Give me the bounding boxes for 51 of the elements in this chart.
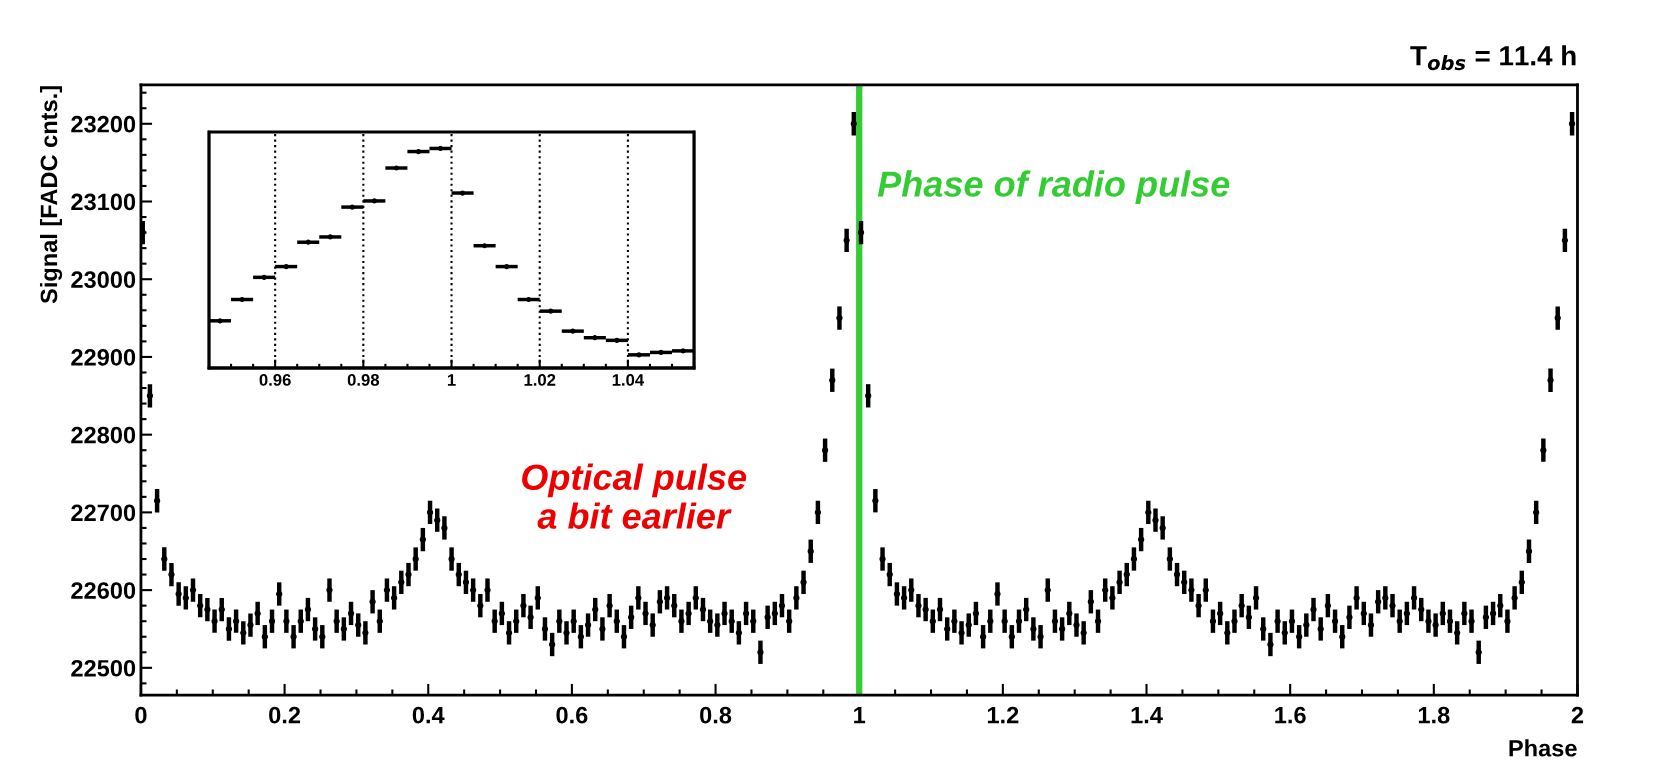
point: [570, 328, 576, 334]
x-tick-label: 0: [135, 706, 147, 724]
x-tick-label: 0.4: [412, 706, 445, 724]
x-tick-label: 0.8: [700, 706, 732, 724]
point: [614, 337, 620, 343]
x-tick-label: 2: [1571, 706, 1584, 724]
point: [592, 335, 598, 341]
point: [239, 296, 245, 303]
point: [261, 274, 267, 280]
y-tick-label: 23100: [71, 193, 136, 211]
point: [504, 263, 510, 270]
x-tick-label: 1.4: [1131, 707, 1163, 724]
point: [481, 243, 488, 249]
x-tick-label: 1.2: [987, 706, 1019, 724]
point: [658, 349, 664, 356]
ref-line-label: Phase of radio pulse: [877, 170, 1230, 204]
y-tick-label: 23000: [71, 271, 136, 289]
point: [636, 352, 642, 358]
y-tick-label: 22800: [71, 426, 136, 444]
point: [327, 234, 333, 240]
y-tick-label: 22900: [71, 349, 136, 366]
point: [283, 263, 289, 270]
y-tick-label: 22500: [71, 659, 136, 677]
point: [393, 165, 400, 171]
x-tick-label: 1: [854, 707, 866, 724]
x-tick-label: 0.6: [556, 706, 588, 724]
x-tick-label: 0.98: [347, 374, 380, 386]
point: [305, 239, 311, 245]
point: [437, 145, 444, 152]
point: [371, 198, 377, 204]
chart-title: T$_{obs}$ = 11.4 h: [1410, 45, 1576, 71]
point: [526, 296, 532, 303]
y-tick-label: 23200: [71, 115, 136, 133]
y-axis-title: Signal [FADC cnts.]: [39, 86, 63, 304]
x-tick-label: 1.02: [524, 374, 556, 386]
x-tick-label: 0.2: [269, 706, 301, 724]
point: [349, 204, 355, 210]
point: [217, 318, 223, 324]
point: [459, 190, 466, 196]
x-axis-title: Phase: [1509, 739, 1577, 757]
x-tick-label: 0.96: [259, 374, 291, 386]
x-tick-label: 1.6: [1275, 706, 1306, 724]
y-tick-label: 22700: [71, 504, 136, 522]
point: [415, 148, 422, 155]
point: [680, 348, 686, 354]
x-tick-label: 1.04: [612, 374, 645, 386]
y-tick-label: 22600: [71, 582, 136, 599]
x-tick-label: 1: [447, 374, 456, 386]
annotation: Optical pulse a bit earlier: [522, 463, 747, 529]
point: [548, 308, 554, 314]
x-tick-label: 1.8: [1418, 706, 1450, 724]
